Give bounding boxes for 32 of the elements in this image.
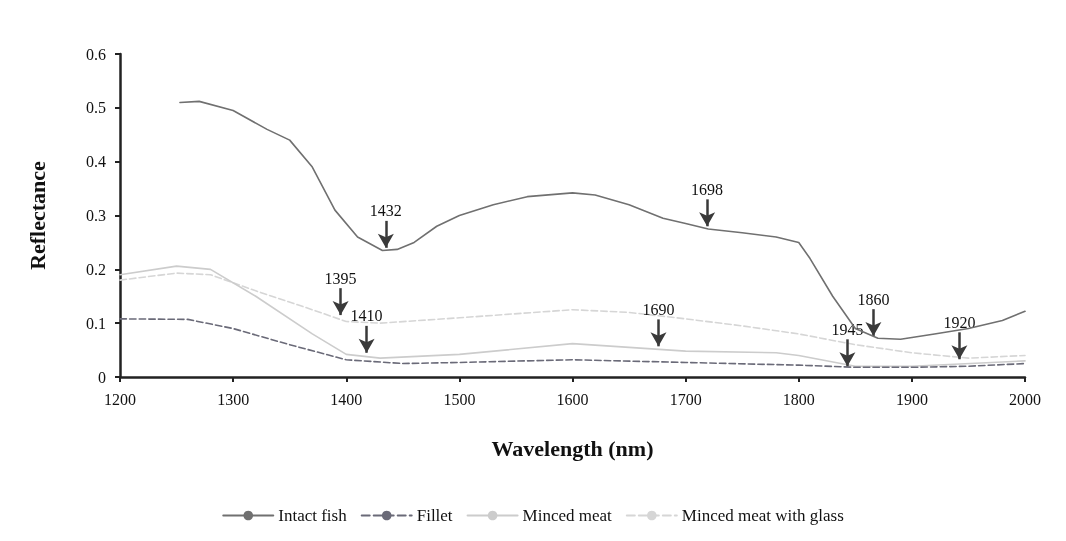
x-tick-label: 1300 xyxy=(217,390,250,408)
x-tick-label: 1400 xyxy=(330,390,363,408)
x-tick-label: 1700 xyxy=(669,390,702,408)
annotation: 1698 xyxy=(691,180,724,198)
x-tick-label: 2000 xyxy=(1009,390,1041,408)
x-tick-label: 1500 xyxy=(443,390,476,408)
annotation: 1690 xyxy=(642,300,675,318)
annotation: 1410 xyxy=(350,307,383,325)
legend-label: Fillet xyxy=(416,506,453,525)
annotation: 1860 xyxy=(857,290,890,308)
y-tick-label: 0 xyxy=(98,368,106,386)
y-axis-title: Reflectance xyxy=(24,160,50,270)
x-axis-title: Wavelength (nm) xyxy=(491,435,654,461)
y-tick-label: 0.2 xyxy=(86,260,106,278)
x-tick-label: 1800 xyxy=(782,390,815,408)
y-tick-label: 0.1 xyxy=(86,314,106,332)
annotation: 1395 xyxy=(324,269,357,287)
annotation: 1920 xyxy=(943,313,976,331)
y-tick-label: 0.6 xyxy=(86,45,106,63)
legend-label: Intact fish xyxy=(278,506,348,525)
x-tick-label: 1900 xyxy=(895,390,928,408)
line-series xyxy=(119,265,1026,368)
line-series xyxy=(179,100,1026,341)
x-tick-label: 1200 xyxy=(104,390,136,408)
legend-label: Minced meat with glass xyxy=(681,506,844,525)
x-tick-label: 1600 xyxy=(556,390,589,408)
y-tick-label: 0.4 xyxy=(86,153,106,171)
annotation: 1945 xyxy=(831,320,864,338)
annotation: 1432 xyxy=(369,202,402,220)
legend-label: Minced meat xyxy=(522,506,613,525)
y-tick-label: 0.5 xyxy=(86,99,106,117)
y-tick-label: 0.3 xyxy=(86,207,106,224)
